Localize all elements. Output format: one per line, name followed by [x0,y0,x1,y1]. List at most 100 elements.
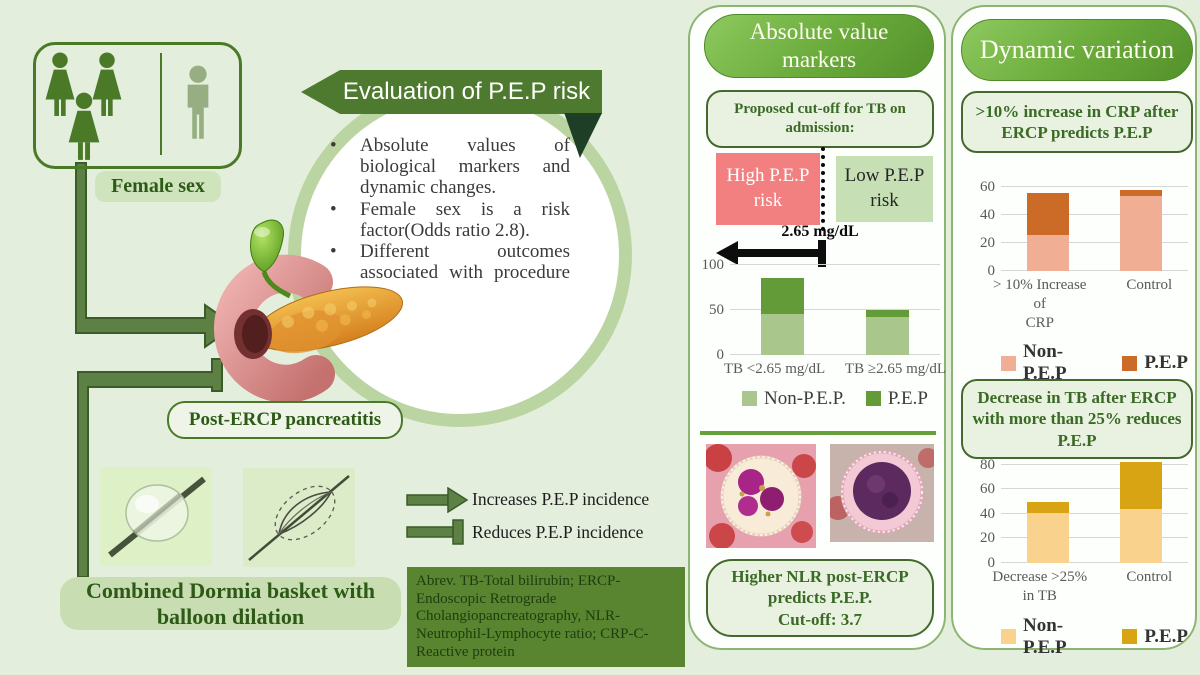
bar-segment [1120,190,1163,196]
bar-segment [1120,462,1163,509]
panel-title: Absolute value markers [704,14,934,78]
gridline [1001,270,1188,271]
sign-divider [160,53,162,155]
legend-swatch [1122,355,1138,371]
combined-dormia-label: Combined Dormia basket with balloon dila… [60,577,401,630]
bar-segment [1026,501,1069,513]
sex-ratio-sign [33,42,242,169]
y-tick-label: 80 [980,456,995,473]
bar-stack [761,278,804,355]
legend-item: P.E.P [865,388,928,410]
list-item: • Female sex is a risk factor(Odds ratio … [326,198,570,242]
bar-segment [761,278,804,315]
bars-container [1001,179,1188,271]
gridline [730,263,940,265]
bar-segment [1120,509,1163,563]
male-icon [187,65,209,139]
gridline [1001,186,1188,188]
chart-legend: Non-P.E.P P.E.P [1001,615,1188,659]
gridline [730,354,940,355]
bar-segment [866,317,909,355]
lymphocyte-image [830,444,934,542]
x-tick-label: TB ≥2.65 mg/dL [844,361,947,377]
female-sex-label: Female sex [95,171,221,202]
flow-arrow-reduce [77,358,223,578]
x-tick-label: TB <2.65 mg/dL [723,361,826,377]
plot-area: 0 20 40 60 [980,179,1188,279]
tb-cutoff-chart: 0 50 100 TB <2.65 mg/dL TB ≥2.65 mg/dL Non-… [702,257,947,410]
bullet-icon: • [330,241,337,263]
x-axis-labels: > 10% Increase of CRP Control [985,276,1200,332]
bar-stack [1026,501,1069,563]
duodenum-lumen [242,315,268,353]
y-tick-label: 60 [980,481,995,498]
low-risk-box: Low P.E.P risk [836,156,933,222]
increase-arrow-label: Increases P.E.P incidence [472,489,650,509]
plot-area: 0 50 100 [702,257,940,363]
tb-decrease-note: Decrease in TB after ERCP with more than… [961,379,1193,459]
dynamic-variation-panel: Dynamic variation >10% increase in CRP a… [951,5,1200,658]
post-ercp-label: Post-ERCP pancreatitis [167,401,403,439]
y-tick-label: 20 [980,530,995,547]
bile-duct [261,271,292,299]
duodenum-shape [214,254,335,402]
x-tick-label: Control [1126,277,1173,293]
female-icon [45,52,75,116]
x-tick-label: Control [1126,569,1173,585]
bar-segment [761,314,804,355]
bar-stack [1026,192,1069,271]
gridline [1001,242,1188,244]
pancreas-illustration [214,219,404,402]
bar-segment [1026,512,1069,563]
x-tick-label: Decrease >25% in TB [992,569,1088,604]
x-axis-labels: TB <2.65 mg/dL TB ≥2.65 mg/dL [714,360,956,379]
bullet-icon: • [330,198,337,220]
legend-swatch [1001,355,1016,371]
gridline [1001,488,1188,490]
female-icon [68,92,100,160]
abbreviations-box: Abrev. TB-Total bilirubin; ERCP-Endoscop… [407,567,685,668]
legend-item: P.E.P [1122,352,1188,374]
reduce-arrow-label: Reduces P.E.P incidence [472,522,644,542]
balloon-dilation-image [100,467,212,566]
y-tick-label: 0 [716,347,725,363]
bars-container [1001,455,1188,563]
reduce-arrow-icon [406,519,464,545]
pancreas-body [253,286,404,354]
y-tick-label: 20 [980,235,995,252]
increase-arrow-icon [406,487,468,513]
y-tick-label: 50 [709,301,724,318]
bar-stack [866,309,909,355]
gridline [1001,214,1188,216]
bullet-text: Absolute values of biological markers an… [360,135,570,198]
bars-container [730,260,940,355]
gridline [1001,512,1188,514]
legend-item: Non-P.E.P [1001,615,1102,659]
cutoff-direction-arrow [716,240,826,267]
tb-cutoff-heading: Proposed cut-off for TB on admission: [706,90,934,148]
list-item: • Absolute values of biological markers a… [326,135,570,199]
crp-note: >10% increase in CRP after ERCP predicts… [961,91,1193,153]
section-divider [700,431,936,435]
gallbladder-highlight [254,227,270,237]
legend-swatch [1122,629,1138,644]
bar-segment [1026,234,1069,271]
x-axis-labels: Decrease >25% in TB Control [985,568,1200,606]
bar-segment [1120,195,1163,271]
legend-item: P.E.P [1122,626,1188,648]
female-icon [92,52,122,116]
legend-swatch [742,391,758,407]
panel-title: Dynamic variation [961,19,1193,81]
cutoff-value: 2.65 mg/dL [781,223,859,240]
gallbladder-icon [250,219,285,273]
bullet-text: Female sex is a risk factor(Odds ratio 2… [360,198,570,241]
y-tick-label: 100 [701,256,725,273]
absolute-value-markers-panel: Absolute value markers Proposed cut-off … [688,5,946,650]
chart-legend: Non-P.E.P. P.E.P [730,388,940,410]
plot-area: 0 20 40 60 80 [980,455,1188,571]
y-tick-label: 0 [987,263,996,279]
y-tick-label: 60 [980,179,995,196]
bar-segment [866,309,909,317]
y-tick-label: 40 [980,207,995,224]
